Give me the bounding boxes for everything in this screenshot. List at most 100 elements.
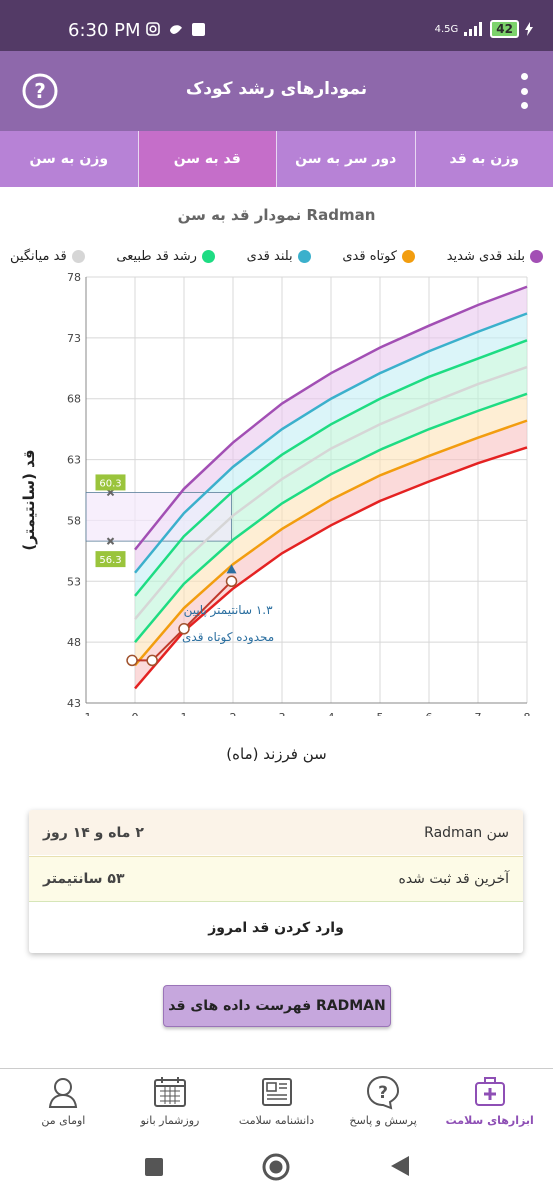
enter-today-button[interactable]: وارد کردن قد امروز [208,920,344,936]
back-icon[interactable] [389,1154,411,1178]
x-axis-label: سن فرزند (ماه) [226,745,327,763]
chart-legend: بلند قدی شدید کوتاه قدی بلند قدی رشد قد … [10,246,543,266]
legend-dot [402,249,415,263]
signal-icon [464,22,483,36]
bottom-nav: ابزارهای سلامت ? پرسش و پاسخ دانشنامه سل… [0,1068,553,1134]
app-bar: ? نمودارهای رشد کودک [0,51,553,131]
child-point [225,575,238,588]
annotation-line1: ۱.۳ سانتیمتر پایین [184,603,273,618]
svg-text:?: ? [34,79,46,103]
legend-label: کوتاه قدی [342,248,397,264]
tab-weight-for-height[interactable]: وزن به قد [414,131,553,187]
x-tick-label: 2 [230,711,237,716]
series-line [134,312,528,574]
legend-item[interactable]: کوتاه قدی [342,246,415,266]
legend-item[interactable]: قد میانگین [10,246,85,266]
system-nav [0,1134,553,1200]
x-tick-label: 3 [279,711,286,716]
y-tick-label: 78 [67,271,81,284]
tab-weight-for-age[interactable]: وزن به سن [29,151,109,167]
legend-dot [530,249,543,263]
legend-label: بلند قدی شدید [446,248,525,264]
last-height-row: آخرین قد ثبت شده ۵۳ سانتیمتر [29,856,523,902]
more-vert-icon[interactable] [519,73,529,109]
child-point [126,654,138,667]
y-axis-label: قد (سانتیمتر) [20,449,38,551]
legend-dot [201,249,215,263]
legend-label: قد میانگین [10,248,67,264]
summary-card: سن Radman ۲ ماه و ۱۴ روز آخرین قد ثبت شد… [29,810,523,953]
clock: 6:30 PM [68,20,141,41]
system-indicators: 4.5G 42 [435,20,533,38]
charging-icon [525,22,533,36]
chart-band [135,340,527,620]
nav-label: روزشمار بانو [140,1114,200,1127]
x-tick-label: 4 [328,711,335,716]
nav-profile[interactable]: اومای من [23,1069,103,1127]
nav-health-tools[interactable]: ابزارهای سلامت [446,1069,534,1127]
question-bubble-icon: ? [367,1075,400,1110]
y-tick-label: 58 [67,514,81,527]
legend-dot [297,249,311,263]
x-tick-label: -1 [81,711,92,716]
square-icon [192,22,205,36]
x-tick-label: 6 [426,711,433,716]
nav-questions[interactable]: ? پرسش و پاسخ [343,1069,423,1127]
y-tick-label: 63 [67,454,81,467]
help-icon[interactable]: ? [22,73,58,109]
age-value: ۲ ماه و ۱۴ روز [43,824,144,841]
status-bar: 6:30 PM 4.5G 42 [0,0,553,51]
x-tick-label: 0 [132,711,139,716]
x-tick-label: 1 [181,711,188,716]
profile-icon [49,1078,78,1108]
chart-band [135,420,527,689]
data-list-button[interactable]: فهرست داده های قد RADMAN [163,985,391,1027]
series-line [134,446,528,690]
tab-height-for-age[interactable]: قد به سن [137,131,276,187]
y-tick-label: 43 [67,697,81,710]
age-label: سن Radman [424,824,509,841]
series-line [134,285,528,551]
child-point [178,623,190,635]
range-box [85,492,232,542]
newspaper-icon [261,1078,292,1106]
range-label-bg [95,551,126,568]
age-row: سن Radman ۲ ماه و ۱۴ روز [29,810,523,855]
nav-label: پرسش و پاسخ [349,1114,417,1127]
nav-calendar[interactable]: روزشمار بانو [130,1069,210,1127]
range-marker [106,537,115,545]
series-line [134,419,528,667]
series-line [134,339,528,597]
target-marker [226,564,237,574]
x-tick-label: 7 [475,711,482,716]
y-tick-label: 53 [67,575,81,588]
child-growth-line [132,580,233,662]
y-axis-label-box: قد (سانتیمتر) [14,440,44,560]
legend-dot [71,249,85,263]
notification-icons [146,22,205,36]
x-tick-label: 5 [377,711,384,716]
network-type: 4.5G [434,23,459,35]
legend-item[interactable]: بلند قدی شدید [447,246,543,266]
annotation-line2: محدوده کوتاه قدی [182,630,274,645]
last-height-label: آخرین قد ثبت شده [398,871,510,887]
legend-item[interactable]: بلند قدی [247,246,311,266]
chart-title: نمودار قد به سن Radman [177,206,376,224]
tab-head-for-age[interactable]: دور سر به سن [276,131,415,187]
legend-item[interactable]: رشد قد طبیعی [116,246,215,266]
y-tick-label: 68 [67,393,81,406]
range-label: 60.3 [99,478,121,489]
home-icon[interactable] [262,1153,290,1181]
chart-band [135,393,527,666]
range-label: 56.3 [99,555,121,566]
y-tick-label: 73 [67,332,81,345]
chart-band [135,286,527,573]
child-point [146,654,158,667]
nav-encyclopedia[interactable]: دانشنامه سلامت [237,1069,317,1127]
legend-label: بلند قدی [246,248,293,264]
legend-label: رشد قد طبیعی [116,248,197,264]
nav-label: ابزارهای سلامت [445,1114,534,1127]
recents-icon[interactable] [144,1157,164,1177]
range-label-bg [95,474,126,491]
x-tick-label: 8 [524,711,531,716]
